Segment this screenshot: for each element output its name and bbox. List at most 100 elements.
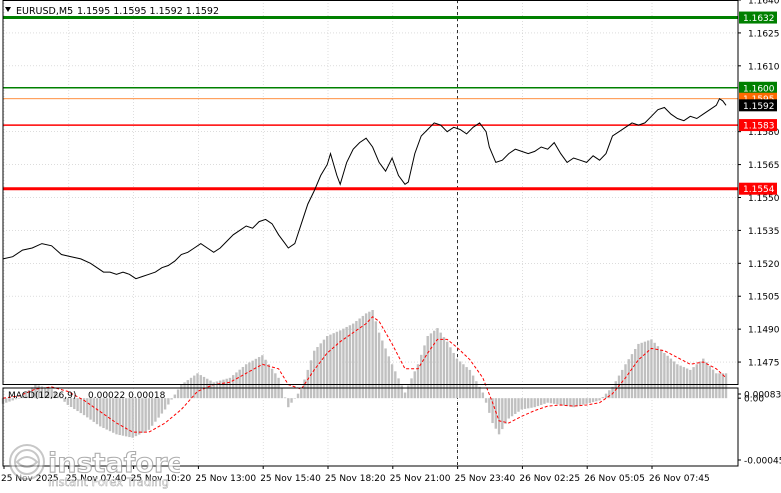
- x-tick-label: 26 Nov 07:45: [649, 474, 710, 484]
- macd-bar: [611, 386, 614, 399]
- macd-bar: [18, 398, 21, 399]
- macd-bar: [455, 358, 459, 399]
- x-tick-label: 25 Nov 15:40: [260, 474, 321, 484]
- macd-bar: [458, 361, 462, 399]
- macd-bar: [66, 398, 70, 405]
- macd-bar: [355, 321, 358, 399]
- y-tick-label: 1.1580: [748, 128, 780, 138]
- macd-bar: [549, 398, 553, 404]
- macd-bar: [160, 398, 164, 414]
- macd-bar: [105, 398, 108, 430]
- level-label-bg: [739, 81, 777, 94]
- macd-bar: [329, 334, 332, 399]
- macd-bar: [95, 398, 99, 425]
- level-label: 1.1554: [743, 185, 775, 195]
- macd-bar: [60, 398, 63, 399]
- macd-bar: [478, 386, 481, 399]
- macd-bar: [598, 398, 601, 401]
- macd-bar: [462, 364, 465, 399]
- macd-bar: [724, 373, 728, 399]
- macd-bar: [420, 354, 423, 399]
- macd-bar: [377, 332, 381, 399]
- macd-bar: [569, 398, 572, 407]
- macd-bar: [358, 318, 361, 399]
- macd-bar: [163, 398, 167, 410]
- current-price-bg: [739, 99, 777, 112]
- chart-header: EURUSD,M5 1.1595 1.1595 1.1592 1.1592 MA…: [5, 6, 219, 401]
- y-tick-label: 1.1610: [748, 62, 780, 72]
- macd-bar: [510, 398, 514, 417]
- y-tick-label: 1.1550: [748, 194, 780, 204]
- macd-bar: [481, 392, 485, 399]
- y-tick-label: 1.1535: [748, 227, 780, 237]
- macd-bar: [290, 398, 293, 403]
- macd-bar: [692, 367, 695, 399]
- macd-bar: [293, 398, 296, 399]
- macd-bar: [219, 380, 222, 399]
- macd-bar: [154, 398, 157, 422]
- triangle-down-icon[interactable]: [5, 7, 11, 12]
- x-tick-label: 26 Nov 05:05: [584, 474, 645, 484]
- macd-bar: [131, 398, 134, 438]
- macd-bar: [705, 362, 708, 399]
- price-series: [2, 97, 727, 433]
- macd-bar: [37, 385, 40, 399]
- x-tick-label: 26 Nov 02:25: [519, 474, 580, 484]
- macd-bar: [656, 346, 660, 399]
- macd-bar: [585, 398, 588, 404]
- macd-bar: [69, 398, 73, 407]
- macd-label: MACD(12,26,9): [8, 391, 76, 401]
- macd-bar: [666, 355, 669, 399]
- level-label-bg: [739, 182, 777, 195]
- macd-bar: [50, 389, 53, 399]
- macd-bar: [552, 398, 556, 404]
- macd-bar: [309, 360, 313, 399]
- macd-bar: [653, 342, 656, 399]
- macd-bar: [384, 348, 387, 399]
- macd-bar: [630, 354, 634, 399]
- macd-bar: [322, 339, 326, 399]
- macd-bar: [433, 330, 436, 399]
- macd-bar: [30, 387, 34, 399]
- macd-bar: [361, 315, 365, 399]
- macd-bar: [601, 397, 604, 399]
- macd-bar: [176, 389, 180, 399]
- macd-bar: [43, 387, 47, 399]
- macd-bar: [390, 364, 394, 399]
- macd-values: 0.00022 0.00018: [88, 391, 166, 401]
- macd-bar: [261, 355, 264, 399]
- macd-bar: [248, 362, 251, 399]
- macd-bar: [118, 398, 121, 436]
- macd-bar: [212, 382, 215, 399]
- macd-y-tick-label: 0.00: [744, 395, 764, 405]
- macd-bar: [89, 398, 92, 420]
- macd-bar: [82, 398, 86, 416]
- macd-bar: [332, 333, 335, 399]
- macd-bar: [565, 398, 569, 407]
- instaforex-logo-icon: [9, 444, 45, 480]
- macd-bar: [92, 398, 95, 422]
- macd-bar: [257, 357, 261, 399]
- macd-bar: [364, 313, 368, 399]
- macd-bar: [342, 328, 345, 399]
- macd-bar: [533, 398, 536, 408]
- macd-bar: [591, 398, 595, 403]
- macd-bar: [335, 331, 339, 399]
- macd-bar: [53, 392, 57, 399]
- macd-bar: [167, 398, 170, 405]
- macd-bar: [604, 393, 608, 399]
- y-tick-label: 1.1490: [748, 326, 780, 336]
- y-tick-label: 1.1565: [748, 161, 780, 171]
- macd-bar: [381, 340, 384, 399]
- macd-bar: [24, 392, 27, 399]
- macd-bar: [715, 373, 718, 399]
- macd-bar: [595, 398, 598, 402]
- price-pane-frame: [2, 0, 739, 385]
- macd-bar: [543, 398, 546, 404]
- macd-bar: [270, 368, 274, 399]
- macd-bar: [465, 367, 468, 399]
- macd-bar: [523, 398, 527, 409]
- macd-y-tick-label: -0.00045: [744, 457, 781, 467]
